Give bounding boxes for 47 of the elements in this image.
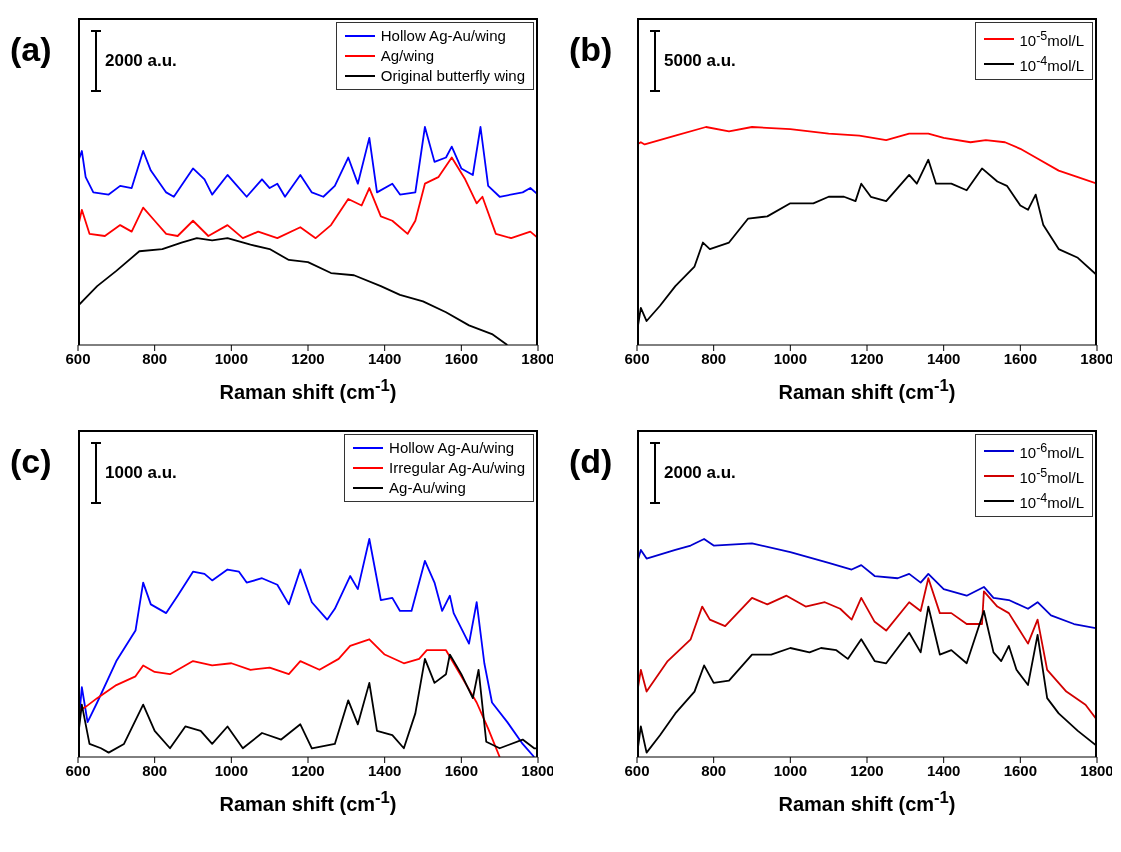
legend-label: 10$^{-5}$mol/L bbox=[1019, 465, 1084, 488]
legend-label: Hollow Ag-Au/wing bbox=[380, 26, 506, 46]
x-tick-label: 800 bbox=[701, 349, 727, 367]
x-tick-label: 1600 bbox=[444, 349, 479, 367]
x-tick-label: 1400 bbox=[367, 761, 402, 779]
x-tick-label: 1200 bbox=[850, 761, 884, 779]
x-axis-title: Raman shift (cm$^{-1}$) bbox=[778, 376, 956, 403]
x-tick-label: 1000 bbox=[214, 349, 249, 367]
legend-label: Irregular Ag-Au/wing bbox=[389, 458, 525, 478]
x-tick-label: 1600 bbox=[1003, 761, 1038, 779]
legend-label: Original butterfly wing bbox=[380, 66, 525, 86]
x-tick-label: 600 bbox=[65, 349, 91, 367]
text: 1000 a.u. bbox=[105, 463, 177, 483]
legend-label: Ag/wing bbox=[380, 46, 435, 66]
legend-label: 10$^{-6}$mol/L bbox=[1019, 440, 1084, 463]
chart-title: (c) bbox=[10, 442, 52, 480]
x-tick-label: 800 bbox=[142, 761, 168, 779]
chart-title: (a) bbox=[10, 30, 52, 68]
text: 5000 a.u. bbox=[664, 51, 736, 71]
legend-label: 10$^{-4}$mol/L bbox=[1019, 490, 1084, 513]
x-tick-label: 1200 bbox=[291, 349, 325, 367]
x-tick-label: 1000 bbox=[214, 761, 249, 779]
x-tick-label: 1600 bbox=[1003, 349, 1038, 367]
text: 2000 a.u. bbox=[664, 463, 736, 483]
legend-label: Hollow Ag-Au/wing bbox=[389, 438, 515, 458]
x-tick-label: 1400 bbox=[926, 349, 961, 367]
x-tick-label: 1200 bbox=[850, 349, 884, 367]
x-tick-label: 1400 bbox=[367, 349, 402, 367]
x-tick-label: 1400 bbox=[926, 761, 961, 779]
x-tick-label: 1600 bbox=[444, 761, 479, 779]
x-tick-label: 800 bbox=[142, 349, 168, 367]
legend-label: 10$^{-4}$mol/L bbox=[1019, 53, 1084, 76]
x-axis-title: Raman shift (cm$^{-1}$) bbox=[219, 788, 397, 815]
x-tick-label: 800 bbox=[701, 761, 727, 779]
x-tick-label: 600 bbox=[624, 349, 650, 367]
text: 2000 a.u. bbox=[105, 51, 177, 71]
x-axis-title: Raman shift (cm$^{-1}$) bbox=[778, 788, 956, 815]
legend-label: 10$^{-5}$mol/L bbox=[1019, 28, 1084, 51]
chart-title: (b) bbox=[569, 30, 613, 68]
x-tick-label: 600 bbox=[65, 761, 91, 779]
x-tick-label: 1200 bbox=[291, 761, 325, 779]
chart-title: (d) bbox=[569, 442, 613, 480]
x-tick-label: 1000 bbox=[773, 761, 808, 779]
legend-label: Ag-Au/wing bbox=[389, 478, 466, 498]
x-axis-title: Raman shift (cm$^{-1}$) bbox=[219, 376, 397, 403]
x-tick-label: 600 bbox=[624, 761, 650, 779]
x-tick-label: 1000 bbox=[773, 349, 808, 367]
